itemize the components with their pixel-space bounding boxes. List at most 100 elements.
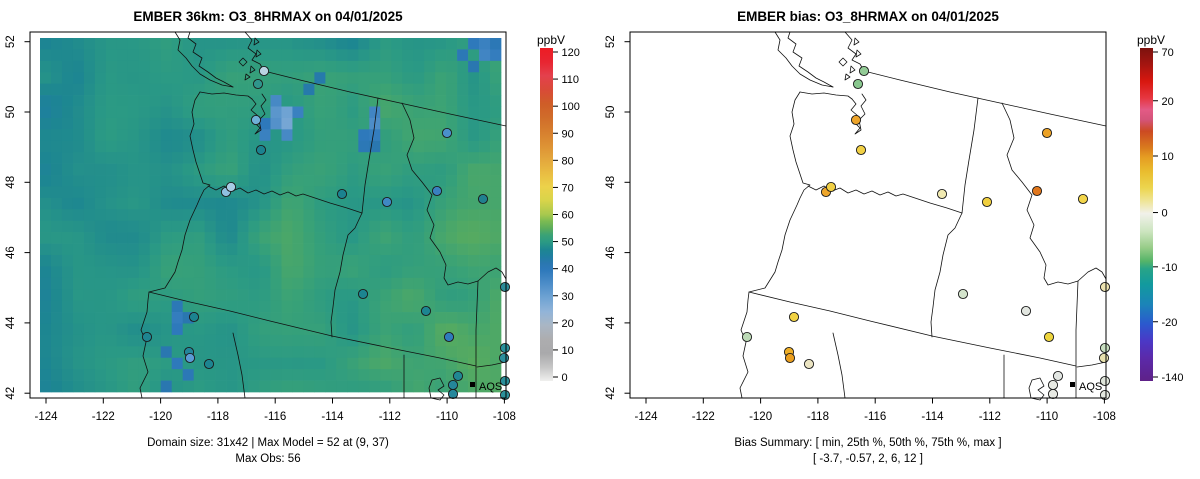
colorbar-tick-label: 100 xyxy=(562,101,580,113)
raster-cell xyxy=(358,129,370,142)
raster-cell xyxy=(215,323,227,336)
station-dot xyxy=(184,352,196,364)
aqs-legend: AQS xyxy=(1070,381,1102,393)
raster-cell xyxy=(215,129,227,142)
raster-cell xyxy=(259,186,271,199)
raster-cell xyxy=(171,38,184,50)
raster-cell xyxy=(116,277,129,290)
raster-cell xyxy=(347,312,359,324)
raster-cell xyxy=(182,106,195,119)
raster-cell xyxy=(479,277,491,290)
raster-cell xyxy=(270,254,282,267)
raster-cell xyxy=(259,38,271,50)
raster-cell xyxy=(413,266,425,279)
raster-cell xyxy=(413,60,425,73)
raster-cell xyxy=(259,163,271,176)
raster-cell xyxy=(446,232,458,244)
raster-cell xyxy=(171,175,184,187)
raster-cell xyxy=(468,266,480,279)
raster-cell xyxy=(204,266,216,279)
raster-cell xyxy=(259,323,271,336)
raster-cell xyxy=(391,60,403,73)
raster-cell xyxy=(303,49,315,62)
raster-cell xyxy=(391,95,403,107)
raster-cell xyxy=(468,175,480,187)
raster-cell xyxy=(105,49,118,62)
raster-cell xyxy=(72,243,85,256)
island-outline xyxy=(244,73,251,81)
raster-cell xyxy=(479,323,491,336)
raster-cell xyxy=(171,106,184,119)
raster-cell xyxy=(160,72,173,85)
raster-cell xyxy=(270,95,282,107)
raster-cell xyxy=(402,106,414,119)
raster-cell xyxy=(94,186,107,199)
raster-cell xyxy=(171,300,184,313)
raster-cell xyxy=(402,254,414,267)
raster-cell xyxy=(314,117,326,130)
island-outline xyxy=(849,65,856,74)
raster-cell xyxy=(413,323,425,336)
raster-cell xyxy=(369,49,381,62)
id-mt-border xyxy=(401,102,507,286)
raster-cell xyxy=(270,197,282,210)
raster-cell xyxy=(105,232,118,244)
raster-cell xyxy=(127,312,140,324)
raster-cell xyxy=(369,323,381,336)
raster-cell xyxy=(479,83,491,96)
y-tick-label: 50 xyxy=(5,106,17,119)
raster-cell xyxy=(138,277,151,290)
raster-cell xyxy=(237,312,249,324)
raster-cell xyxy=(182,186,195,199)
raster-cell xyxy=(325,175,337,187)
raster-cell xyxy=(380,220,392,233)
raster-cell xyxy=(281,380,293,393)
raster-cell xyxy=(479,300,491,313)
raster-cell xyxy=(292,300,304,313)
raster-cell xyxy=(391,175,403,187)
raster-cell xyxy=(479,334,491,347)
raster-cell xyxy=(391,254,403,267)
raster-cell xyxy=(40,197,52,210)
island-outline xyxy=(838,57,848,67)
raster-cell xyxy=(270,140,282,153)
raster-cell xyxy=(292,152,304,164)
raster-cell xyxy=(72,197,85,210)
raster-cell xyxy=(259,106,271,119)
raster-cell xyxy=(237,334,249,347)
raster-cell xyxy=(424,129,436,142)
raster-cell xyxy=(248,243,260,256)
raster-cell xyxy=(347,186,359,199)
raster-cell xyxy=(369,266,381,279)
raster-cell xyxy=(193,175,205,187)
raster-cell xyxy=(226,72,238,85)
raster-cell xyxy=(40,95,52,107)
raster-cell xyxy=(347,300,359,313)
raster-cell xyxy=(435,60,447,73)
colorbar-tick-label: 90 xyxy=(562,128,574,140)
raster-cell xyxy=(325,106,337,119)
raster-cell xyxy=(281,357,293,370)
station-dot xyxy=(1099,281,1111,293)
raster-cell xyxy=(336,346,348,359)
station-dot xyxy=(499,281,511,293)
station-dot xyxy=(255,144,267,156)
raster-cell xyxy=(281,220,293,233)
raster-cell xyxy=(402,357,414,370)
raster-cell xyxy=(248,323,260,336)
raster-cell xyxy=(94,277,107,290)
raster-cell xyxy=(94,346,107,359)
raster-cell xyxy=(94,49,107,62)
raster-cell xyxy=(72,312,85,324)
raster-cell xyxy=(193,186,205,199)
raster-cell xyxy=(171,60,184,73)
raster-cell xyxy=(160,60,173,73)
colorbar-tick-label: 60 xyxy=(562,210,574,222)
raster-cell xyxy=(402,266,414,279)
raster-cell xyxy=(105,220,118,233)
raster-cell xyxy=(193,232,205,244)
raster-cell xyxy=(292,117,304,130)
raster-cell xyxy=(325,197,337,210)
raster-cell xyxy=(424,369,436,381)
colorbar-tick-label: -140 xyxy=(1162,372,1184,384)
